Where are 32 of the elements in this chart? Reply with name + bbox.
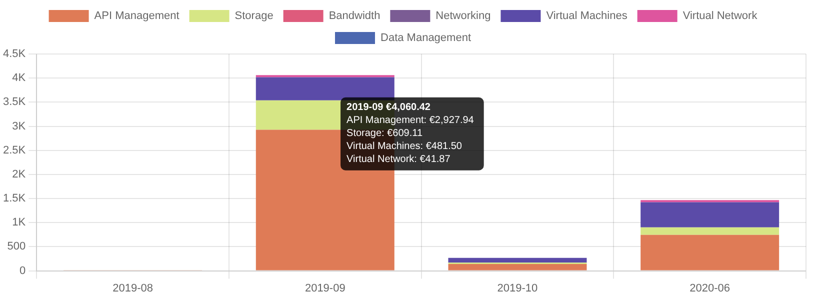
- bar: [640, 202, 780, 228]
- bar: [256, 77, 394, 100]
- y-tick-label: 500: [7, 240, 26, 253]
- legend-label: Networking: [436, 10, 491, 22]
- y-tick-label: 2K: [12, 168, 26, 180]
- annotation: Storage: €609.11: [346, 128, 423, 140]
- annotation: API Management: €2,927.94: [346, 115, 474, 126]
- x-tick-label: 2019-09: [304, 282, 346, 294]
- y-tick-label: 0: [20, 264, 26, 277]
- y-tick-label: 1K: [12, 216, 26, 229]
- annotation: Virtual Network: €41.87: [346, 154, 451, 166]
- annotation: 2019-09 €4,060.42: [346, 102, 431, 114]
- legend-label: Virtual Network: [682, 10, 758, 22]
- x-tick-label: 2020-06: [690, 282, 730, 294]
- y-tick-label: 2.5K: [2, 144, 26, 156]
- bar: [640, 227, 780, 235]
- annotation: Virtual Machines: €481.50: [346, 141, 462, 152]
- x-tick-label: 2019-08: [112, 282, 153, 294]
- y-tick-label: 4.5K: [2, 48, 26, 60]
- bar: [640, 234, 780, 270]
- y-tick-label: 3.5K: [2, 96, 26, 108]
- bar: [448, 258, 587, 263]
- legend-label: Storage: [234, 10, 274, 22]
- y-tick-label: 1.5K: [2, 192, 26, 205]
- bar: [448, 264, 587, 270]
- legend-label: Virtual Machines: [546, 10, 628, 22]
- x-tick-label: 2019-10: [497, 282, 538, 294]
- y-tick-label: 4K: [12, 72, 26, 84]
- y-tick-label: 3K: [12, 120, 26, 132]
- legend-label: Bandwidth: [328, 10, 380, 22]
- legend-label: Data Management: [380, 32, 471, 44]
- legend-label: API Management: [94, 10, 180, 22]
